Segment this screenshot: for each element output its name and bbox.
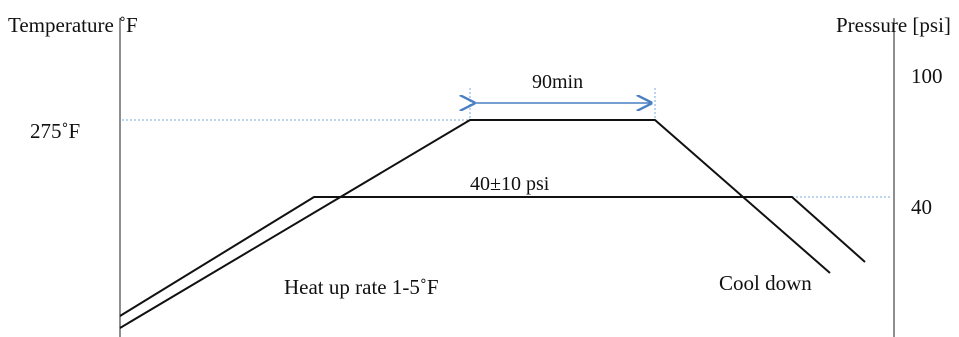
temperature-profile-line — [119, 119, 831, 329]
pressure-tick-high: 100 — [911, 64, 943, 88]
heat-up-label: Heat up rate 1-5˚F — [284, 275, 439, 299]
temperature-level-label: 275˚F — [30, 119, 80, 143]
pressure-profile-line — [119, 196, 866, 317]
pressure-label: 40±10 psi — [470, 173, 550, 195]
pressure-tick-low: 40 — [911, 195, 932, 219]
temperature-axis-label: Temperature ˚F — [8, 13, 138, 37]
hold-time-label: 90min — [532, 71, 583, 93]
cool-down-label: Cool down — [719, 271, 812, 295]
pressure-axis-label: Pressure [psi] — [836, 13, 951, 37]
